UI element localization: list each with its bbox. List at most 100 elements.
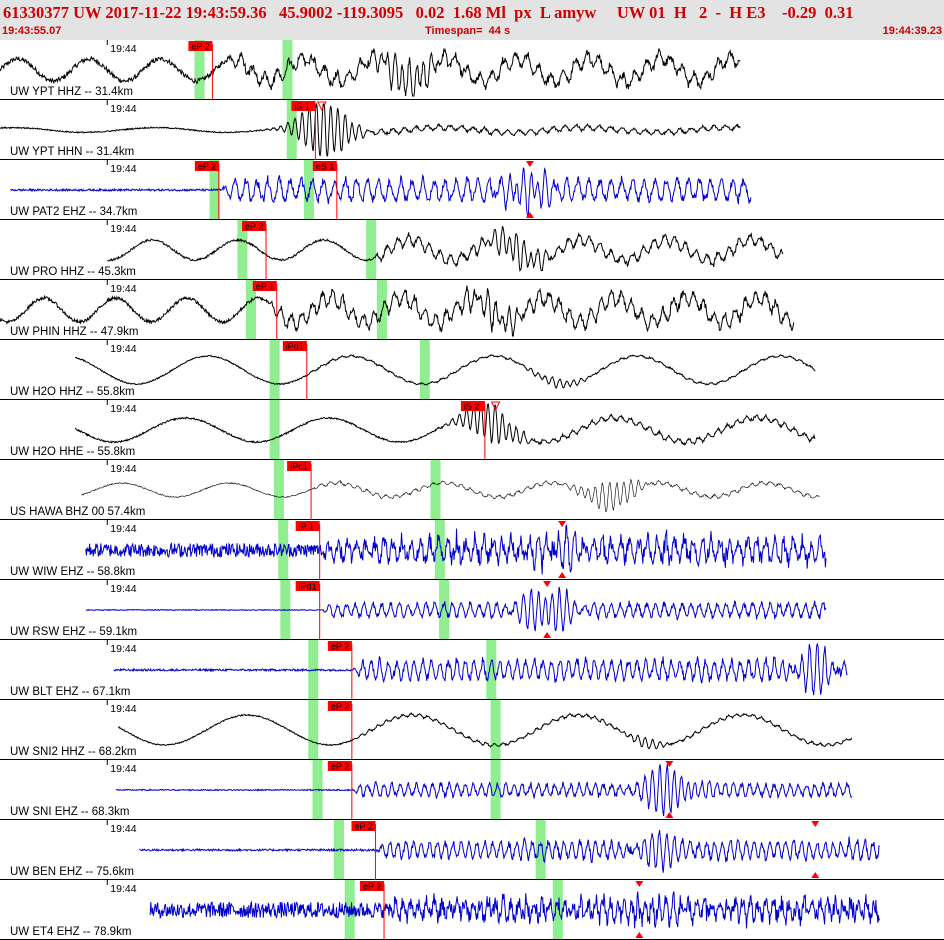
pick-flag (327, 701, 352, 711)
pick-flag (252, 281, 277, 291)
travel-time-window (282, 40, 293, 100)
trace-row: 19:44 iP 1 UW WIW EHZ -- 58.8km (0, 520, 944, 580)
waveform (149, 891, 881, 929)
time-tick-label: 19:44 (110, 763, 136, 775)
waveform (0, 285, 795, 337)
travel-time-window (434, 520, 445, 580)
station-label: UW PAT2 EHZ -- 34.7km (10, 206, 137, 218)
trace-row: 19:44 eP 2 eS 1 UW PAT2 EHZ -- 34.7km (0, 160, 944, 220)
pick-label: eP 2 (191, 42, 209, 52)
pick-label: eP 1 (256, 282, 274, 292)
pick-flag (291, 101, 316, 111)
arrival-marker-bottom (525, 212, 534, 218)
travel-time-window (535, 820, 546, 880)
travel-time-window (286, 100, 297, 160)
seismogram-panel[interactable]: 19:44 eP 2 UW YPT HHZ -- 31.4km 19:44 iS 1 UW… (0, 40, 944, 940)
time-tick-label: 19:44 (110, 163, 136, 175)
trace-row: 19:44 eP 2 UW YPT HHZ -- 31.4km (0, 40, 944, 100)
pick-flag (327, 761, 352, 771)
arrival-marker-bottom (543, 632, 552, 638)
travel-time-window (269, 400, 280, 460)
trace-row: 19:44 iS 2 UW H2O HHE -- 55.8km (0, 400, 944, 460)
travel-time-window (552, 880, 563, 940)
pick-label: iPc1 (290, 462, 308, 472)
trace-row: 19:44 eP 2 UW BEN EHZ -- 75.6km (0, 820, 944, 880)
phase-pick: eP 1 (252, 281, 278, 340)
travel-time-window (333, 820, 344, 880)
phase-pick: eS 1 (312, 161, 338, 220)
time-tick-label: 19:44 (110, 223, 136, 235)
phase-pick: eP 2 (188, 41, 213, 100)
travel-time-window (366, 220, 377, 280)
waveform (117, 712, 853, 750)
trace-row: 19:44 iS 1 UW YPT HHN -- 31.4km (0, 100, 944, 160)
phase-pick: iS 1 (291, 101, 327, 160)
pick-flag (242, 221, 267, 231)
pick-flag (188, 41, 213, 51)
pick-label: iP 1 (299, 522, 314, 532)
phase-pick: iPd1 (295, 581, 321, 640)
arrival-marker-bottom (665, 812, 674, 818)
pick-flag (312, 161, 337, 171)
travel-time-window (246, 280, 257, 340)
waveform (0, 102, 741, 157)
trace-row: 19:44 iPd1 UW H2O HHZ -- 55.8km (0, 340, 944, 400)
time-tick-label: 19:44 (110, 103, 136, 115)
station-label: UW PHIN HHZ -- 47.9km (10, 326, 138, 338)
station-label: UW YPT HHN -- 31.4km (10, 146, 134, 158)
station-label: UW ET4 EHZ -- 78.9km (10, 926, 131, 938)
waveform (0, 48, 741, 97)
end-time: 19:44:39.23 (882, 25, 942, 37)
phase-pick: eP 2 (327, 641, 353, 700)
time-tick-label: 19:44 (110, 343, 136, 355)
trace-row: 19:44 iPd1 UW RSW EHZ -- 59.1km (0, 580, 944, 640)
pick-label: iS 1 (294, 102, 310, 112)
travel-time-window (194, 40, 205, 100)
pick-flag (327, 641, 352, 651)
waveform (115, 763, 853, 817)
trace-row: 19:44 eP 2 UW PRO HHZ -- 45.3km (0, 220, 944, 280)
pick-flag (194, 161, 219, 171)
pick-label: iPd1 (286, 342, 304, 352)
travel-time-window (269, 340, 280, 400)
arrival-marker (490, 401, 501, 412)
travel-time-window (486, 640, 497, 700)
station-label: UW RSW EHZ -- 59.1km (10, 626, 137, 638)
station-label: US HAWA BHZ 00 57.4km (10, 506, 145, 518)
travel-time-window (439, 580, 450, 640)
trace-row: 19:44 eP 2 UW SNI2 HHZ -- 68.2km (0, 700, 944, 760)
timespan: Timespan= 44 s (425, 25, 511, 37)
phase-pick: eP 2 (194, 161, 220, 220)
pick-flag (295, 581, 320, 591)
arrival-marker (317, 101, 327, 112)
time-tick-label: 19:44 (110, 823, 136, 835)
trace-row: 19:44 iPc1 US HAWA BHZ 00 57.4km (0, 460, 944, 520)
arrival-marker-bottom (635, 932, 644, 938)
time-tick-label: 19:44 (110, 583, 136, 595)
waveform (85, 524, 827, 575)
station-label: UW BEN EHZ -- 75.6km (10, 866, 134, 878)
pick-flag (287, 461, 312, 471)
travel-time-window (419, 340, 430, 400)
station-label: UW YPT HHZ -- 31.4km (10, 86, 133, 98)
travel-time-window (430, 460, 441, 520)
pick-label: iS 2 (464, 402, 480, 412)
waveform (113, 642, 848, 696)
pick-label: eP 2 (331, 762, 349, 772)
phase-pick: eP 2 (327, 761, 353, 820)
phase-pick: iP 1 (295, 521, 321, 580)
station-label: UW PRO HHZ -- 45.3km (10, 266, 136, 278)
arrival-marker-top (543, 581, 552, 587)
arrival-marker-bottom (558, 572, 567, 578)
time-tick-label: 19:44 (110, 883, 136, 895)
pick-flag (460, 401, 485, 411)
pick-label: eS 1 (316, 162, 335, 172)
trace-row: 19:44 eP 1 UW PHIN HHZ -- 47.9km (0, 280, 944, 340)
arrival-marker-top (811, 821, 820, 827)
pick-label: eP 2 (354, 822, 372, 832)
trace-row: 19:44 eP 2 UW ET4 EHZ -- 78.9km (0, 880, 944, 940)
phase-pick: eP 2 (327, 701, 353, 760)
waveform (107, 225, 784, 272)
time-tick-label: 19:44 (110, 403, 136, 415)
station-label: UW BLT EHZ -- 67.1km (10, 686, 130, 698)
